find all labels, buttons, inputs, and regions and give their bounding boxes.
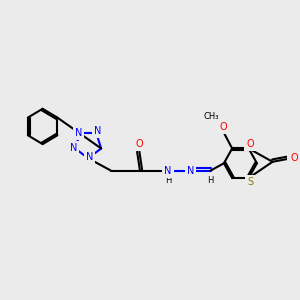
Text: H: H	[165, 176, 171, 185]
Text: O: O	[136, 139, 143, 149]
Text: N: N	[94, 126, 101, 136]
Text: H: H	[207, 176, 214, 185]
Text: O: O	[246, 139, 254, 149]
Text: N: N	[187, 166, 194, 176]
Text: CH₃: CH₃	[204, 112, 219, 121]
Text: N: N	[70, 143, 77, 154]
Text: N: N	[75, 128, 82, 138]
Text: N: N	[164, 166, 172, 176]
Text: S: S	[247, 178, 253, 188]
Text: N: N	[86, 152, 93, 162]
Text: O: O	[291, 153, 298, 163]
Text: O: O	[220, 122, 227, 132]
